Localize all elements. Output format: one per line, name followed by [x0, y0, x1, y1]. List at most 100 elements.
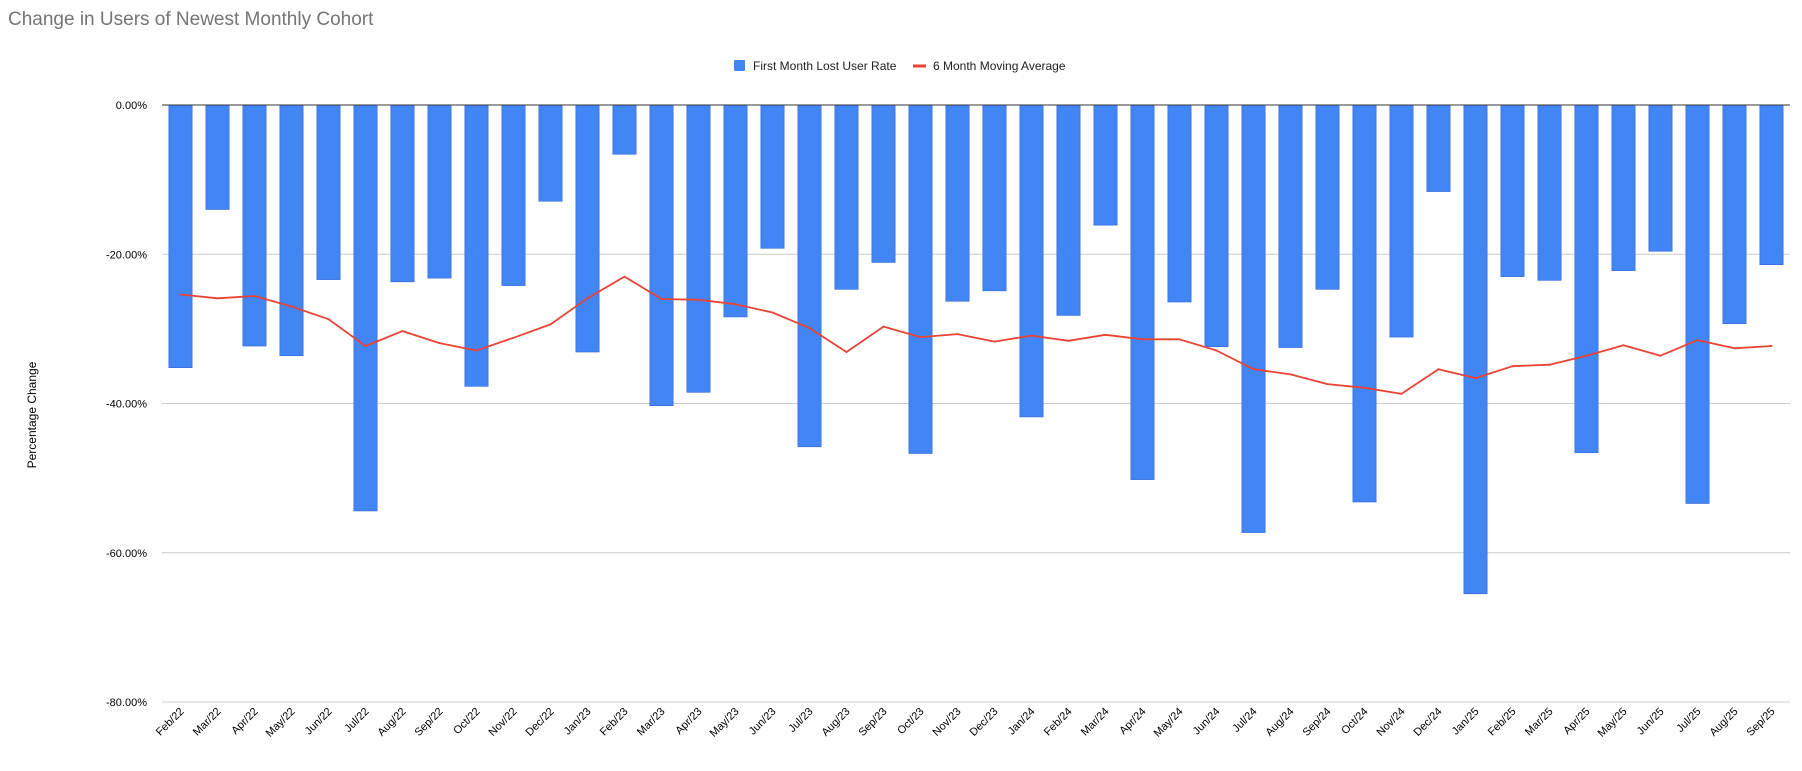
x-tick-label: Jul/22 [342, 706, 371, 735]
bar [575, 104, 600, 353]
moving-average-point [179, 293, 182, 296]
moving-average-point [697, 298, 700, 301]
moving-average-point [882, 325, 885, 328]
chart-title: Change in Users of Newest Monthly Cohort [8, 9, 374, 30]
bar [316, 104, 341, 280]
bar [1204, 104, 1229, 348]
x-tick-label: Feb/25 [1486, 706, 1519, 739]
moving-average-point [1400, 392, 1403, 395]
x-tick-label: Sep/23 [856, 706, 889, 739]
moving-average-point [1067, 339, 1070, 342]
moving-average-point [364, 345, 367, 348]
bar [353, 104, 378, 512]
bar [1611, 104, 1636, 271]
bar [1019, 104, 1044, 418]
x-tick-label: Feb/22 [154, 706, 187, 739]
moving-average-point [1511, 365, 1514, 368]
moving-average-point [1252, 368, 1255, 371]
bar [464, 104, 489, 387]
moving-average-point [993, 340, 996, 343]
bar [612, 104, 637, 155]
moving-average-point [512, 336, 515, 339]
x-tick-label: Sep/25 [1744, 706, 1777, 739]
x-tick-label: Jun/22 [303, 706, 335, 738]
x-tick-label: Mar/22 [191, 706, 224, 739]
x-tick-label: Aug/25 [1707, 706, 1740, 739]
x-tick-label: Aug/22 [375, 706, 408, 739]
legend-swatch-bar [734, 60, 745, 71]
bar [1426, 104, 1451, 192]
moving-average-point [919, 336, 922, 339]
bar [1574, 104, 1599, 454]
x-tick-label: Dec/24 [1411, 706, 1444, 739]
bar [834, 104, 859, 290]
moving-average-point [438, 342, 441, 345]
bar [279, 104, 304, 357]
x-tick-label: May/22 [264, 706, 298, 740]
moving-average-point [216, 297, 219, 300]
y-axis-title: Percentage Change [25, 361, 39, 468]
bar [427, 104, 452, 279]
moving-average-point [586, 297, 589, 300]
x-tick-label: Apr/24 [1117, 706, 1148, 737]
bar [686, 104, 711, 393]
bar [982, 104, 1007, 292]
moving-average-point [623, 275, 626, 278]
x-tick-label: Nov/22 [486, 706, 519, 739]
moving-average-point [1585, 354, 1588, 357]
x-tick-label: Oct/23 [895, 706, 926, 737]
bar [760, 104, 785, 249]
bar [1722, 104, 1747, 324]
moving-average-point [1178, 338, 1181, 341]
bar [1278, 104, 1303, 348]
moving-average-point [549, 323, 552, 326]
y-tick-label: -60.00% [106, 548, 147, 560]
moving-average-point [1733, 347, 1736, 350]
x-tick-label: Nov/24 [1374, 706, 1407, 739]
bar [242, 104, 267, 347]
moving-average-point [475, 349, 478, 352]
moving-average-point [1622, 344, 1625, 347]
bar [723, 104, 748, 318]
x-tick-label: Jun/23 [747, 706, 779, 738]
x-tick-label: Jul/25 [1674, 706, 1703, 735]
bar [797, 104, 822, 448]
x-tick-label: Sep/22 [412, 706, 445, 739]
bar [1093, 104, 1118, 226]
x-tick-label: Feb/24 [1042, 706, 1075, 739]
bars [168, 104, 1784, 595]
moving-average-point [1437, 368, 1440, 371]
moving-average-point [1696, 339, 1699, 342]
x-tick-label: Mar/23 [635, 706, 668, 739]
x-tick-label: May/25 [1596, 706, 1630, 740]
bar [390, 104, 415, 283]
x-tick-label: May/23 [708, 706, 742, 740]
bar [501, 104, 526, 286]
bar [1167, 104, 1192, 303]
moving-average-point [1548, 363, 1551, 366]
moving-average-point [1141, 338, 1144, 341]
x-tick-label: Apr/23 [673, 706, 704, 737]
moving-average-point [401, 330, 404, 333]
bar [1759, 104, 1784, 265]
x-tick-label: Jan/25 [1450, 706, 1482, 738]
moving-average-line [180, 275, 1772, 395]
bar [1648, 104, 1673, 252]
moving-average-point [1326, 383, 1329, 386]
x-tick-label: Jan/23 [562, 706, 594, 738]
legend-label-bar: First Month Lost User Rate [753, 59, 897, 73]
bar [649, 104, 674, 407]
bar [1241, 104, 1266, 533]
bar [168, 104, 193, 368]
x-tick-label: Apr/25 [1561, 706, 1592, 737]
x-axis-ticks: Feb/22 Mar/22 Apr/22 May/22 Jun/22 Jul/22 Aug/… [154, 706, 1778, 740]
x-tick-label: Oct/24 [1339, 706, 1370, 737]
moving-average-point [1474, 377, 1477, 380]
legend-label-line: 6 Month Moving Average [933, 59, 1066, 73]
moving-average-point [253, 295, 256, 298]
moving-average-point [1030, 334, 1033, 337]
x-tick-label: May/24 [1152, 706, 1186, 740]
bar [1463, 104, 1488, 595]
moving-average-point [1104, 333, 1107, 336]
y-axis-ticks: 0.00% -20.00% -40.00% -60.00% -80.00% [106, 100, 147, 709]
